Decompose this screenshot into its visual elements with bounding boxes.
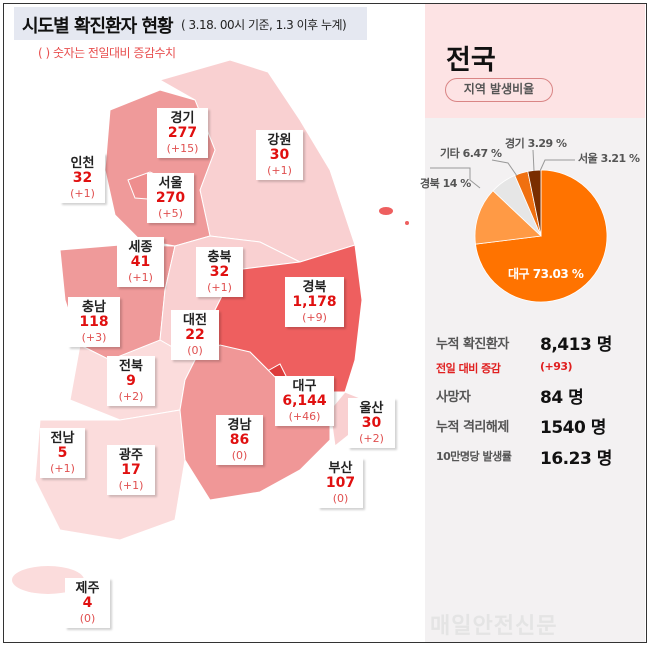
pie-leader-line — [532, 149, 535, 172]
region-delta: (+46) — [288, 410, 321, 423]
region-name: 전남 — [50, 431, 75, 446]
region-label-box: 전북 9 (+2) — [107, 356, 155, 406]
region-name: 충북 — [207, 250, 232, 265]
region-name: 인천 — [70, 156, 95, 171]
region-value: 22 — [185, 327, 205, 343]
pie-leader-line — [491, 159, 518, 177]
stat-value-total: 8,413 명 — [540, 335, 612, 355]
region-label-box: 광주 17 (+1) — [107, 445, 155, 495]
region-delta: (+1) — [207, 281, 232, 294]
region-delta: (0) — [231, 449, 248, 462]
pie-label-gyeonggi: 경기 3.29 % — [505, 137, 567, 150]
pie-label-gyeongbuk: 경북 14 % — [420, 177, 471, 190]
region-delta: (+1) — [128, 271, 153, 284]
region-name: 경남 — [227, 418, 252, 433]
region-name: 제주 — [75, 581, 100, 596]
region-label-box: 대전 22 (0) — [171, 310, 219, 360]
infographic-frame — [3, 3, 647, 643]
region-delta: (+1) — [70, 187, 95, 200]
region-delta: (0) — [332, 492, 349, 505]
region-value: 107 — [325, 475, 356, 491]
region-label-box: 인천 32 (+1) — [60, 153, 105, 203]
pie-leader-line — [430, 167, 481, 189]
pie-slice-경북 — [474, 190, 542, 245]
region-value: 32 — [209, 264, 230, 280]
region-label-box: 강원 30 (+1) — [256, 130, 303, 180]
region-name: 경북 — [302, 280, 327, 295]
region-delta: (+2) — [118, 390, 144, 403]
stat-label-released: 누적 격리해제 — [436, 420, 509, 435]
region-name: 대구 — [292, 379, 317, 394]
region-name: 광주 — [119, 448, 143, 463]
region-name: 전북 — [119, 359, 143, 374]
pie-label-seoul: 서울 3.21 % — [578, 152, 640, 165]
region-value: 30 — [269, 147, 290, 163]
region-name: 울산 — [359, 401, 384, 416]
stat-value-delta: (+93) — [540, 360, 573, 373]
stat-label-delta: 전일 대비 증감 — [436, 362, 501, 375]
region-label-box: 경남 86 (0) — [216, 415, 263, 465]
region-label-box: 경북 1,178 (+9) — [285, 277, 344, 327]
page-title: 시도별 확진환자 현황 — [22, 16, 174, 37]
region-delta: (+9) — [302, 311, 327, 324]
region-value: 5 — [57, 445, 68, 461]
pie-label-daegu: 대구 73.03 % — [508, 267, 584, 281]
region-name: 충남 — [82, 300, 106, 315]
region-delta: (+2) — [359, 432, 384, 445]
region-delta: (0) — [187, 344, 203, 357]
stat-value-incidence: 16.23 명 — [540, 449, 612, 469]
stat-value-deaths: 84 명 — [540, 388, 584, 408]
legend-note: ( ) 숫자는 전일대비 증감수치 — [38, 46, 176, 60]
title-bar — [14, 7, 367, 40]
stat-label-incidence: 10만명당 발생률 — [436, 450, 512, 463]
region-label-box: 경기 277 (+15) — [157, 108, 208, 158]
region-delta: (+3) — [81, 331, 107, 344]
region-value: 9 — [126, 373, 136, 389]
dokdo-island — [405, 221, 409, 225]
region-delta: (+1) — [50, 462, 75, 475]
region-value: 118 — [79, 314, 109, 330]
region-label-box: 부산 107 (0) — [318, 458, 363, 508]
region-value: 41 — [130, 254, 151, 270]
region-name: 경기 — [170, 111, 195, 126]
region-label-box: 제주 4 (0) — [65, 578, 110, 628]
region-value: 86 — [229, 432, 250, 448]
region-value: 270 — [155, 190, 186, 206]
region-value: 17 — [121, 462, 141, 478]
region-value: 277 — [167, 125, 198, 141]
ulleung-island — [379, 207, 393, 215]
region-delta: (+5) — [158, 207, 183, 220]
region-value: 6,144 — [282, 393, 327, 409]
region-name: 대전 — [183, 313, 207, 328]
region-name: 강원 — [267, 133, 292, 148]
region-name: 세종 — [128, 240, 153, 255]
region-value: 1,178 — [292, 294, 337, 310]
region-label-box: 전남 5 (+1) — [40, 428, 85, 478]
page-subtitle: ( 3.18. 00시 기준, 1.3 이후 누계) — [181, 18, 347, 32]
region-label-box: 서울 270 (+5) — [147, 173, 194, 223]
region-delta: (+1) — [267, 164, 292, 177]
region-value: 30 — [361, 415, 382, 431]
region-label-box: 대구 6,144 (+46) — [275, 376, 334, 426]
pie-label-other: 기타 6.47 % — [440, 147, 502, 160]
region-label-box: 세종 41 (+1) — [117, 237, 164, 287]
regional-ratio-pill: 지역 발생비율 — [445, 78, 553, 102]
watermark-logo: 매일안전신문 — [430, 614, 558, 639]
region-delta: (+1) — [118, 479, 144, 492]
national-title: 전국 — [446, 45, 496, 76]
region-value: 32 — [72, 170, 93, 186]
region-name: 부산 — [328, 461, 353, 476]
region-label-box: 충북 32 (+1) — [196, 247, 243, 297]
region-name: 서울 — [158, 176, 183, 191]
region-delta: (0) — [79, 612, 96, 625]
pie-leader-line — [539, 159, 575, 172]
stat-value-released: 1540 명 — [540, 418, 606, 438]
region-delta: (+15) — [166, 142, 199, 155]
region-label-box: 충남 118 (+3) — [68, 297, 120, 347]
stat-label-deaths: 사망자 — [436, 390, 471, 405]
stat-label-total: 누적 확진환자 — [436, 337, 509, 352]
region-label-box: 울산 30 (+2) — [348, 398, 395, 448]
region-value: 4 — [82, 595, 93, 611]
